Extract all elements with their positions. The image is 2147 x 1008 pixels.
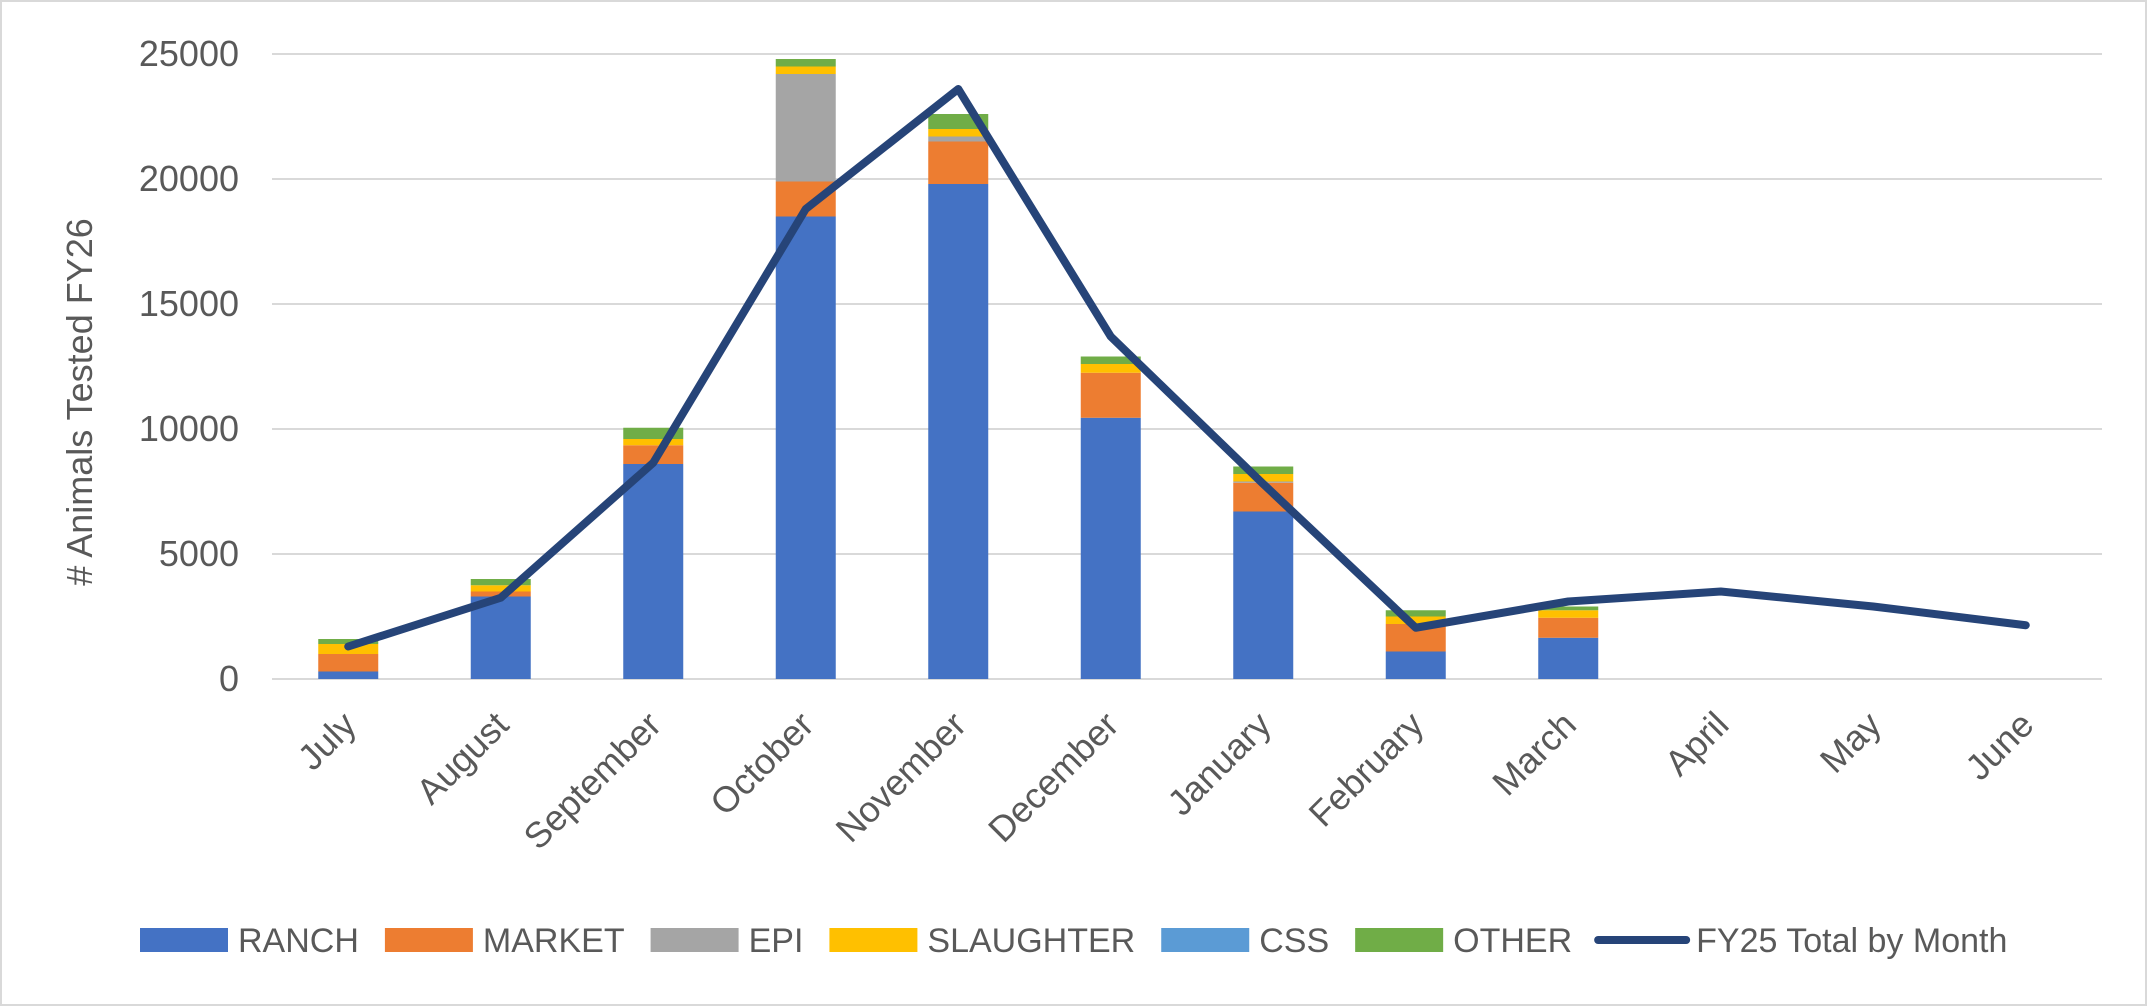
legend: RANCH MARKET EPI SLAUGHTER CSS OTHER FY25 Tota… [140, 922, 2007, 960]
legend-label-css: CSS [1259, 922, 1329, 960]
bar-other-december [1080, 356, 1141, 364]
x-tick-label-april: April [1656, 704, 1736, 784]
legend-label-epi: EPI [749, 922, 804, 960]
bar-ranch-december [1080, 417, 1141, 679]
fy25-line-series [344, 85, 2030, 651]
x-tick-label-october: October [702, 704, 822, 824]
x-tick-label-september: September [515, 704, 669, 858]
bar-slaughter-october [775, 66, 836, 74]
bar-other-march [1538, 606, 1599, 611]
bar-slaughter-november [928, 129, 989, 137]
bar-ranch-february [1385, 651, 1446, 679]
bar-other-september [623, 427, 684, 439]
x-tick-label-march: March [1484, 704, 1584, 804]
x-tick-label-december: December [980, 704, 1126, 850]
bar-other-january [1233, 466, 1294, 474]
y-tick-label: 5000 [159, 533, 239, 574]
legend-swatch-market [384, 928, 473, 952]
bar-ranch-november [928, 184, 989, 679]
legend-swatch-epi [650, 928, 739, 952]
bar-slaughter-december [1080, 364, 1141, 373]
bar-ranch-march [1538, 637, 1599, 679]
legend-swatch-ranch [140, 928, 228, 952]
x-tick-label-july: July [290, 704, 364, 778]
x-tick-label-november: November [827, 704, 973, 850]
bar-ranch-august [470, 596, 531, 679]
bar-other-july [318, 639, 379, 644]
bar-slaughter-august [470, 585, 531, 592]
x-tick-label-february: February [1301, 704, 1432, 835]
bar-market-march [1538, 617, 1599, 638]
bar-market-december [1080, 372, 1141, 418]
legend-swatch-other [1355, 928, 1444, 952]
bar-ranch-september [623, 464, 684, 679]
y-tick-label: 15000 [139, 283, 239, 324]
y-axis-title: # Animals Tested FY26 [59, 218, 100, 586]
legend-label-ranch: RANCH [238, 922, 359, 960]
bar-other-october [775, 59, 836, 67]
bar-market-september [623, 445, 684, 464]
y-tick-label: 20000 [139, 158, 239, 199]
line-fy25-total-by-month [344, 85, 2030, 651]
bar-epi-november [928, 136, 989, 142]
bar-ranch-january [1233, 511, 1294, 679]
y-tick-label: 0 [219, 658, 239, 699]
legend-swatch-css [1161, 928, 1250, 952]
bar-ranch-october [775, 216, 836, 679]
legend-label-other: OTHER [1453, 922, 1572, 960]
legend-label-market: MARKET [483, 922, 625, 960]
legend-swatch-slaughter [829, 928, 918, 952]
y-tick-label: 25000 [139, 33, 239, 74]
x-tick-label-january: January [1159, 704, 1279, 824]
x-tick-label-may: May [1812, 704, 1889, 781]
x-tick-label-august: August [408, 704, 516, 812]
bar-ranch-july [318, 671, 379, 679]
x-tick-label-june: June [1957, 704, 2041, 788]
y-axis-tick-labels: 0 5000 10000 15000 20000 25000 [139, 33, 239, 699]
bar-slaughter-march [1538, 610, 1599, 618]
bar-slaughter-february [1385, 616, 1446, 624]
bar-market-july [318, 654, 379, 672]
bar-slaughter-january [1233, 474, 1294, 482]
bar-market-november [928, 141, 989, 184]
bar-other-february [1385, 610, 1446, 617]
bar-other-august [470, 579, 531, 586]
gridlines [272, 53, 2102, 680]
bar-slaughter-september [623, 439, 684, 446]
legend-label-slaughter: SLAUGHTER [927, 922, 1135, 960]
y-tick-label: 10000 [139, 408, 239, 449]
legend-label-fy25-total-by-month: FY25 Total by Month [1696, 922, 2007, 960]
bar-epi-october [775, 74, 836, 182]
